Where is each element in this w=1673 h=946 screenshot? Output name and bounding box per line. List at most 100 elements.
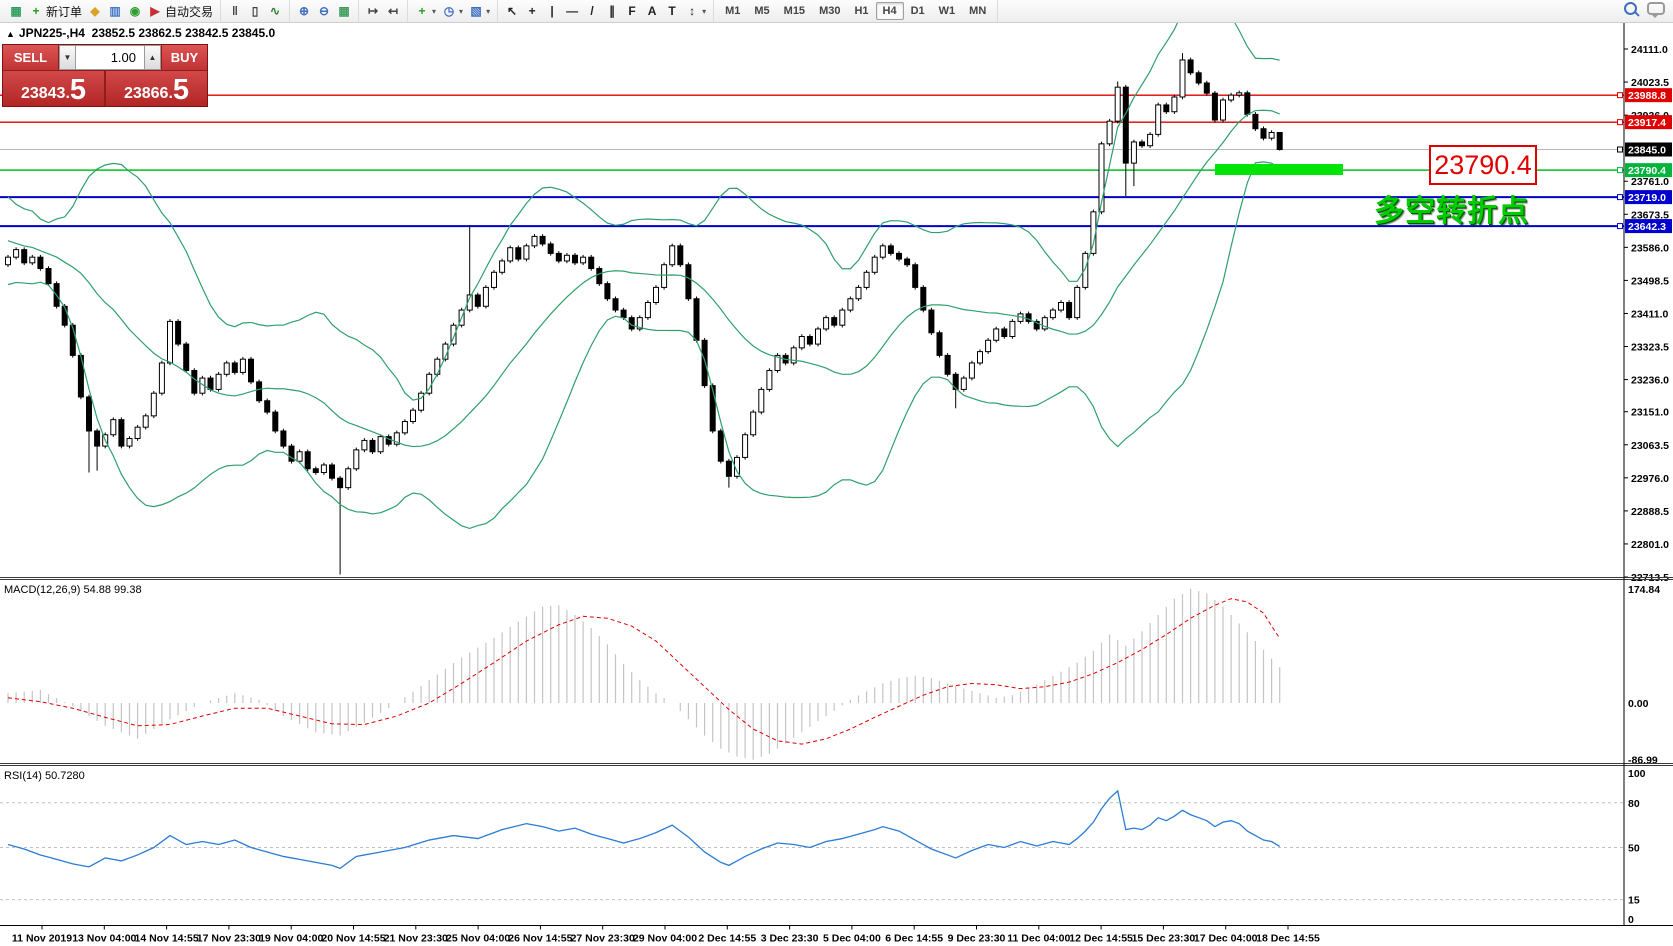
signals-button[interactable]: ◉ <box>125 3 145 20</box>
tile-windows-button[interactable]: ▦ <box>334 3 354 20</box>
candle-body <box>1228 94 1235 101</box>
price-tick-label: 24023.5 <box>1631 77 1669 89</box>
zoom-in-button[interactable]: ⊕ <box>294 3 314 20</box>
trendline-button[interactable]: / <box>582 3 602 20</box>
candle-body <box>5 256 11 266</box>
fibonacci-button[interactable]: F <box>622 3 642 20</box>
candle-body <box>758 388 765 413</box>
volume-decrease-button[interactable]: ▼ <box>59 45 76 70</box>
macd-axis-label: 174.84 <box>1628 584 1660 596</box>
tf-m30-button[interactable]: M30 <box>819 5 841 17</box>
price-tick-label: 23411.0 <box>1631 308 1669 320</box>
candle-body <box>280 430 287 447</box>
time-tick-label: 21 Nov 23:30 <box>384 933 448 945</box>
candle-body <box>790 347 797 364</box>
candle-body <box>774 354 781 372</box>
candle-body <box>1122 86 1129 164</box>
tf-mn-button[interactable]: MN <box>969 5 987 17</box>
buy-button[interactable]: BUY <box>161 45 207 70</box>
candle-body <box>855 286 862 300</box>
rsi-indicator-label: RSI(14) 50.7280 <box>4 770 85 782</box>
candle-body <box>304 451 311 470</box>
auto-scroll-button[interactable]: ↦ <box>363 3 383 20</box>
sell-price-tile[interactable]: 23843. 5 <box>3 71 106 106</box>
periods-button[interactable]: ◷ ▾ <box>439 3 466 20</box>
volume-input[interactable]: 1.00 <box>76 45 144 70</box>
arrows-button[interactable]: ↕ ▾ <box>682 3 709 20</box>
line-chart-icon: ∿ <box>270 3 281 18</box>
time-tick-label: 12 Dec 14:55 <box>1069 933 1133 945</box>
candle-body <box>296 451 303 462</box>
candle-body <box>1203 82 1210 94</box>
text-label-button[interactable]: T <box>662 3 682 20</box>
price-tick-label: 23586.0 <box>1631 242 1669 254</box>
candle-body <box>1106 120 1113 145</box>
buy-price-tile[interactable]: 23866. 5 <box>106 71 207 106</box>
charts-profile-button[interactable]: ◆ <box>85 3 105 20</box>
chart-window-button[interactable]: ▦ <box>6 3 26 20</box>
chart-shift-icon: ↤ <box>388 3 399 18</box>
candle-body <box>968 362 975 379</box>
candle-body <box>207 377 214 390</box>
candle-body <box>1187 59 1194 74</box>
text-button[interactable]: A <box>642 3 662 20</box>
indicators-icon: + <box>418 3 426 18</box>
candle-body <box>928 309 935 334</box>
volume-increase-button[interactable]: ▲ <box>144 45 161 70</box>
zoom-out-button[interactable]: ⊖ <box>314 3 334 20</box>
market-watch-button[interactable]: ▥ <box>105 3 125 20</box>
candle-body <box>223 362 230 375</box>
bar-chart-button[interactable]: ‖ <box>225 3 245 20</box>
channel-button[interactable]: ∥ <box>602 3 622 20</box>
toolbar-group: ▦ + 新订单 ◆ ▥ ◉ ▶ 自动交易 <box>2 0 222 22</box>
tf-h4-button[interactable]: H4 <box>875 2 904 20</box>
candle-body <box>94 430 101 447</box>
price-tick-label: 22801.0 <box>1631 539 1669 551</box>
buy-price-dot: . <box>168 85 173 102</box>
chat-button[interactable] <box>1647 2 1665 20</box>
dropdown-arrow-icon: ▾ <box>486 6 491 16</box>
candle-body <box>142 415 149 428</box>
tf-d1-button[interactable]: D1 <box>910 5 925 17</box>
candle-body <box>1049 309 1056 319</box>
tf-m15-button[interactable]: M15 <box>783 5 806 17</box>
tf-w1-button[interactable]: W1 <box>938 5 956 17</box>
search-button[interactable] <box>1624 2 1637 20</box>
candle-body <box>977 351 983 364</box>
autotrading-button[interactable]: ▶ 自动交易 <box>145 2 216 21</box>
candle-body <box>798 336 805 349</box>
templates-icon: ▧ <box>470 3 482 18</box>
tf-h1-button[interactable]: H1 <box>854 5 869 17</box>
templates-button[interactable]: ▧ ▾ <box>466 3 493 20</box>
sell-button[interactable]: SELL <box>3 45 59 70</box>
pivot-annotation-text[interactable]: 多空转折点 <box>1374 195 1529 228</box>
vertical-line-button[interactable]: | <box>542 3 562 20</box>
tf-m5-button[interactable]: M5 <box>754 5 770 17</box>
line-chart-button[interactable]: ∿ <box>265 3 285 20</box>
candle-body <box>636 317 643 330</box>
candle-body <box>1114 86 1121 122</box>
candle-body <box>418 392 425 411</box>
new-order-button[interactable]: + 新订单 <box>26 2 85 21</box>
autotrading-label: 自动交易 <box>165 4 214 19</box>
toolbar-group: ‖ ▯ ∿ <box>221 0 291 22</box>
candle-body <box>725 460 732 477</box>
horizontal-line-button[interactable]: — <box>562 3 582 20</box>
indicators-button[interactable]: + ▾ <box>412 3 439 20</box>
price-callout-box[interactable]: 23790.4 <box>1429 145 1537 185</box>
candle-body <box>523 245 530 260</box>
crosshair-button[interactable]: + <box>522 3 542 20</box>
candle-body <box>685 264 692 300</box>
candlestick-chart-button[interactable]: ▯ <box>245 3 265 20</box>
panel-collapse-arrow[interactable]: ▲ <box>6 29 15 39</box>
price-label-text: 23988.8 <box>1628 90 1666 102</box>
crosshair-icon: + <box>528 3 536 18</box>
chart-title: ▲ JPN225-,H4 23852.5 23862.5 23842.5 2384… <box>6 26 275 40</box>
chart-shift-button[interactable]: ↤ <box>383 3 403 20</box>
support-zone-bar[interactable] <box>1215 164 1343 175</box>
tf-m1-button[interactable]: M1 <box>725 5 741 17</box>
candlestick-chart-icon: ▯ <box>251 3 259 18</box>
cursor-button[interactable]: ↖ <box>502 3 522 20</box>
time-tick-label: 11 Nov 2019 <box>12 933 72 945</box>
